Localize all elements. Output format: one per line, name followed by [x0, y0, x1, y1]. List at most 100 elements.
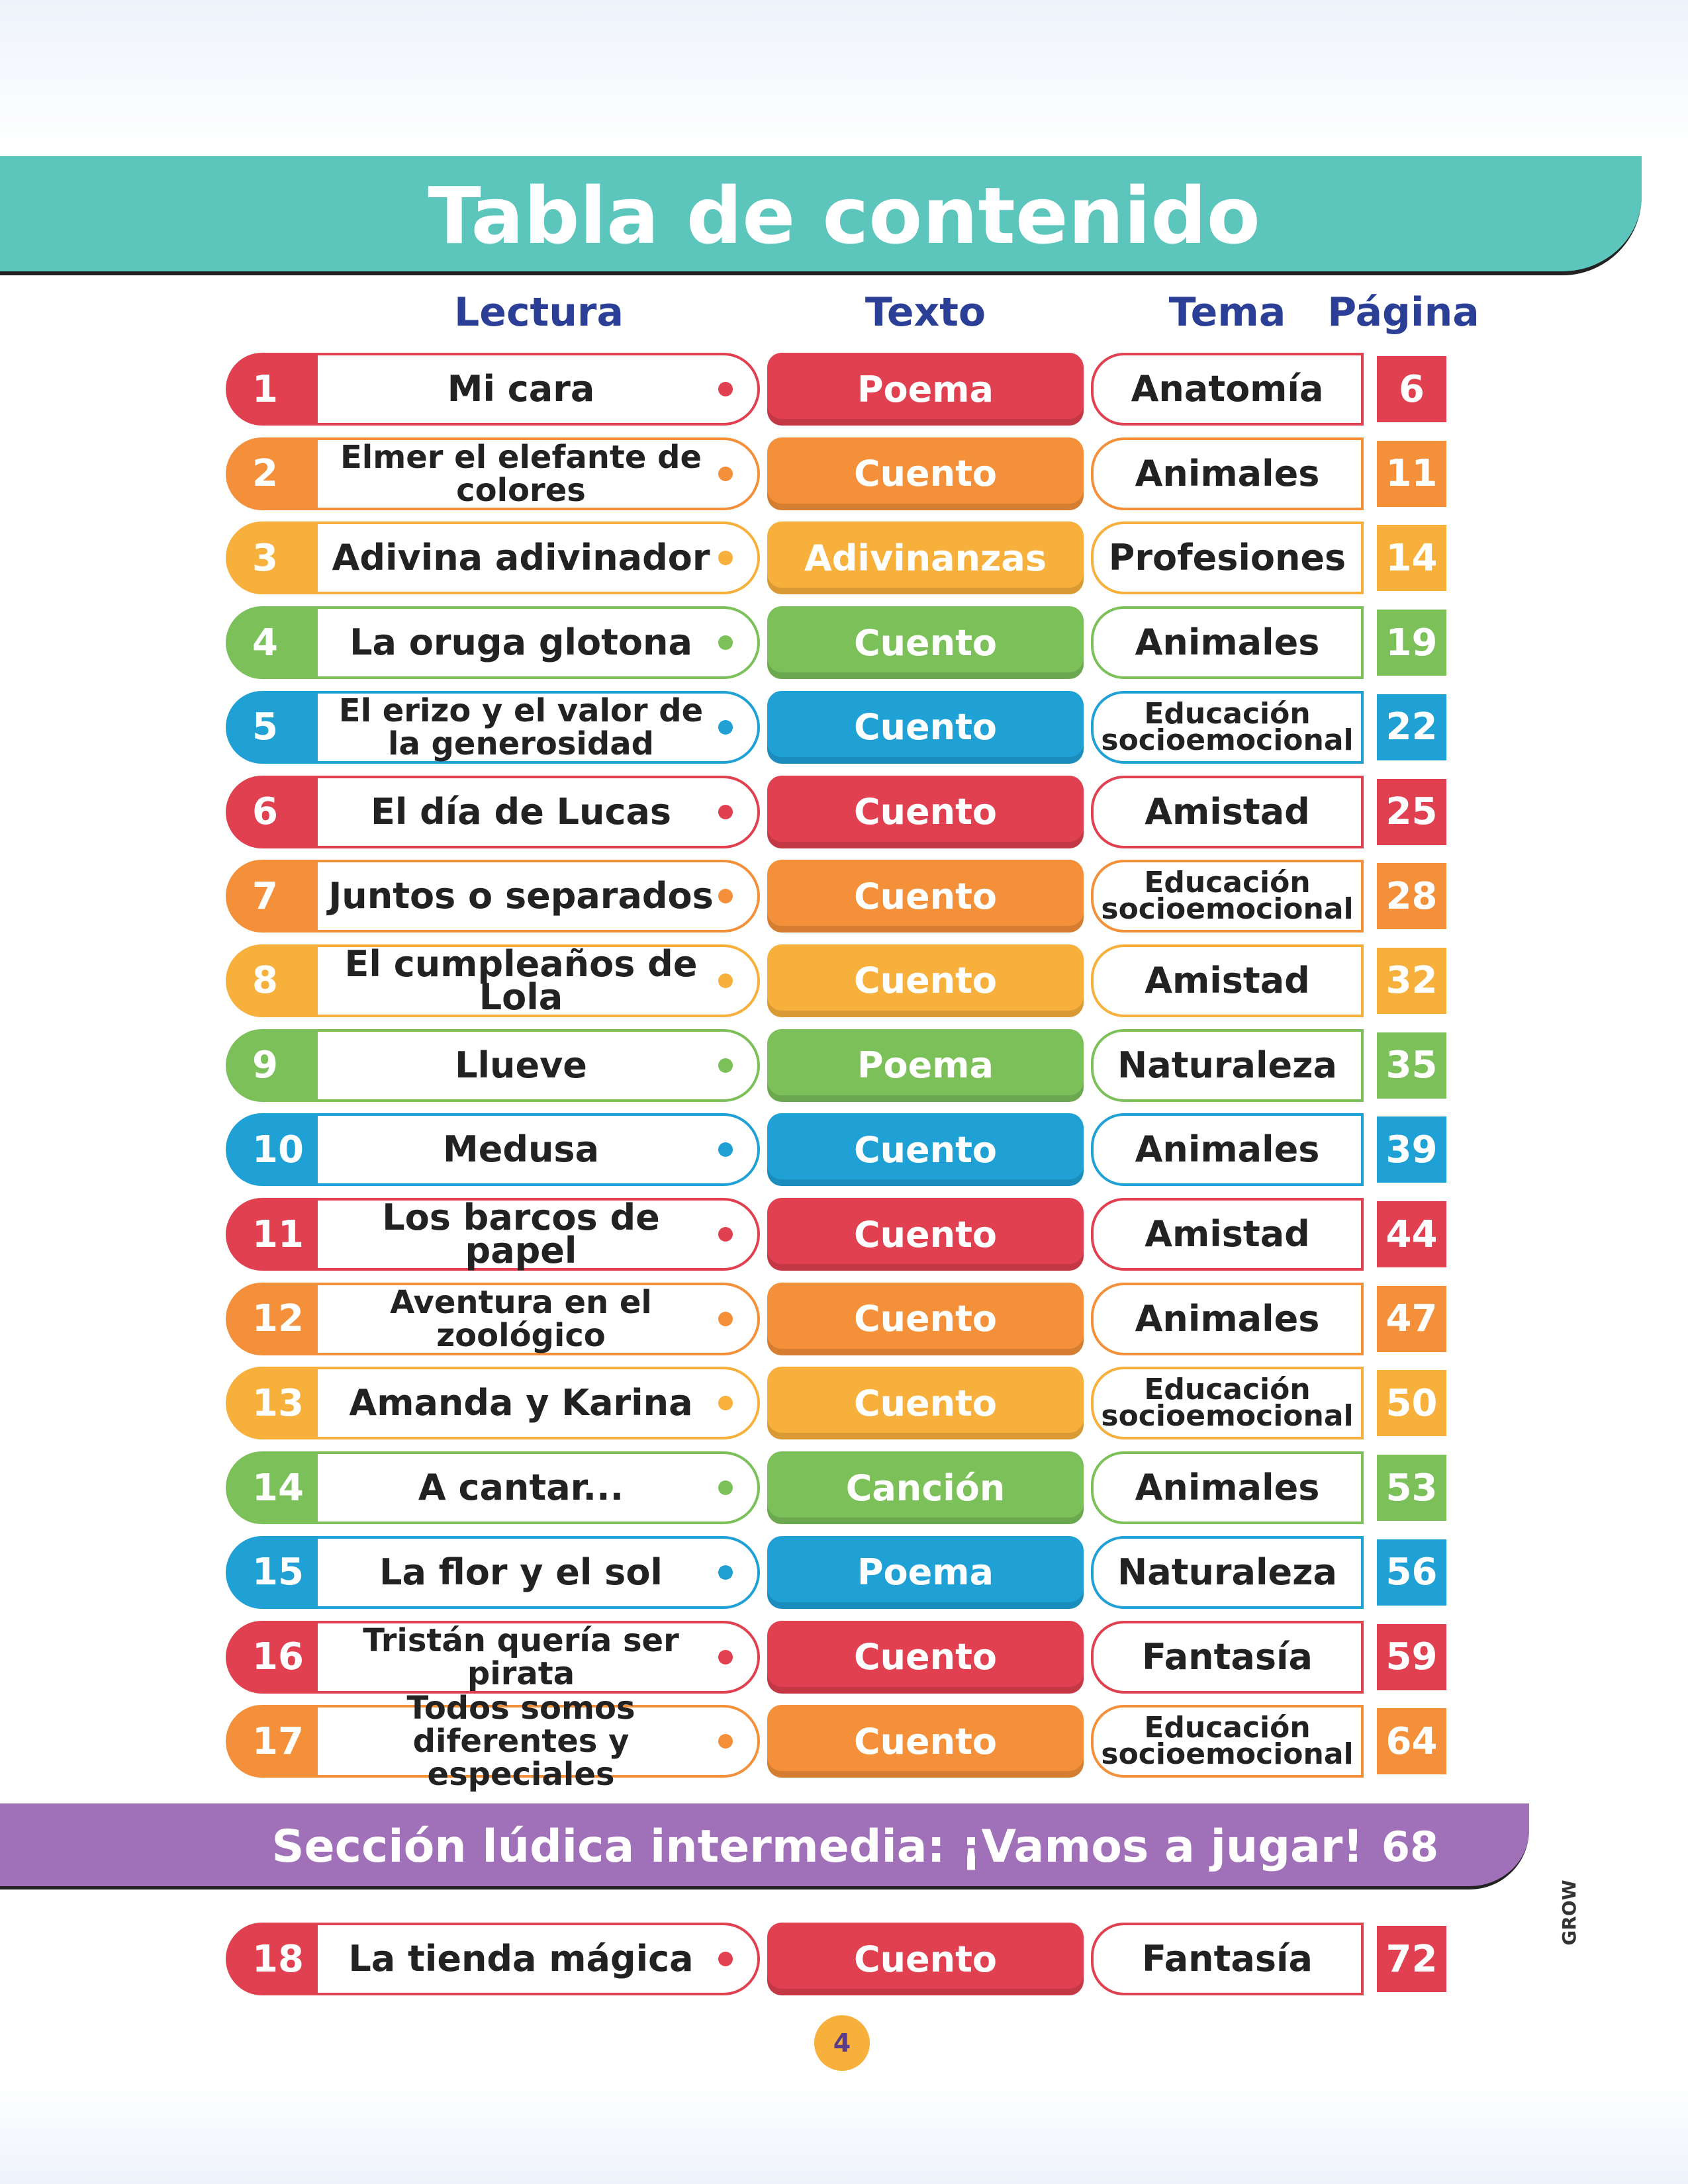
- row-number: 12: [226, 1282, 325, 1355]
- dot: [718, 1227, 733, 1242]
- reading: La flor y el sol: [318, 1535, 760, 1609]
- page: 11: [1377, 440, 1446, 507]
- row-number: 17: [226, 1705, 325, 1778]
- text-type: Canción: [767, 1451, 1084, 1525]
- bottom-decor: [0, 2078, 1688, 2184]
- page: 59: [1377, 1623, 1446, 1690]
- row-number: 13: [226, 1367, 325, 1440]
- topic: Animales: [1091, 606, 1364, 680]
- page: 56: [1377, 1539, 1446, 1606]
- text-type: Poema: [767, 1028, 1084, 1102]
- reading: A cantar...: [318, 1451, 760, 1525]
- text-type: Poema: [767, 1535, 1084, 1609]
- reading: Juntos o separados: [318, 860, 760, 933]
- row-number: 8: [226, 944, 325, 1017]
- dot: [718, 551, 733, 566]
- page: 28: [1377, 863, 1446, 930]
- text-type: Cuento: [767, 944, 1084, 1017]
- page: 22: [1377, 694, 1446, 760]
- dot: [718, 1480, 733, 1496]
- page: 44: [1377, 1201, 1446, 1267]
- column-header: Texto: [865, 289, 986, 336]
- topic: Fantasía: [1091, 1620, 1364, 1694]
- column-header: Lectura: [454, 289, 624, 336]
- reading: Todos somos diferentes y especiales: [318, 1692, 760, 1791]
- page: 47: [1377, 1285, 1446, 1352]
- title-banner: [0, 156, 1642, 275]
- column-header: Página: [1327, 289, 1479, 336]
- text-type: Poema: [767, 353, 1084, 426]
- row-number: 7: [226, 860, 325, 933]
- dot: [718, 1565, 733, 1580]
- dot: [718, 1734, 733, 1749]
- text-type: Cuento: [767, 1620, 1084, 1694]
- text-type: Cuento: [767, 775, 1084, 848]
- topic: Animales: [1091, 1113, 1364, 1187]
- dot: [718, 1058, 733, 1073]
- topic: Animales: [1091, 1451, 1364, 1525]
- page: 25: [1377, 778, 1446, 845]
- text-type: Cuento: [767, 1113, 1084, 1187]
- column-header: Tema: [1168, 289, 1286, 336]
- topic: Animales: [1091, 437, 1364, 510]
- dot: [718, 1649, 733, 1664]
- page: 6: [1377, 356, 1446, 422]
- page: 50: [1377, 1370, 1446, 1437]
- page: 53: [1377, 1455, 1446, 1522]
- topic: Profesiones: [1091, 522, 1364, 595]
- page: 64: [1377, 1708, 1446, 1775]
- row-number: 4: [226, 606, 325, 680]
- row-number: 9: [226, 1028, 325, 1102]
- dot: [718, 1952, 733, 1966]
- reading: Los barcos de papel: [318, 1198, 760, 1271]
- dot: [718, 635, 733, 651]
- dot: [718, 973, 733, 988]
- section-banner: [0, 1803, 1529, 1889]
- dot: [718, 1311, 733, 1326]
- page: 19: [1377, 610, 1446, 676]
- text-type: Cuento: [767, 1282, 1084, 1355]
- dot: [718, 719, 733, 735]
- dot: [718, 382, 733, 396]
- topic: Educación socioemocional: [1091, 1367, 1364, 1440]
- page: 39: [1377, 1116, 1446, 1183]
- top-decor: [0, 0, 1688, 152]
- reading: Aventura en el zoológico: [318, 1282, 760, 1355]
- page: 14: [1377, 525, 1446, 592]
- text-type: Adivinanzas: [767, 522, 1084, 595]
- row-number: 18: [226, 1923, 325, 1995]
- dot: [718, 466, 733, 481]
- topic: Amistad: [1091, 944, 1364, 1017]
- text-type: Cuento: [767, 1705, 1084, 1778]
- topic: Fantasía: [1091, 1923, 1364, 1995]
- topic: Educación socioemocional: [1091, 1705, 1364, 1778]
- reading: Amanda y Karina: [318, 1367, 760, 1440]
- text-type: Cuento: [767, 860, 1084, 933]
- topic: Amistad: [1091, 1198, 1364, 1271]
- dot: [718, 804, 733, 819]
- reading: Mi cara: [318, 353, 760, 426]
- text-type: Cuento: [767, 1367, 1084, 1440]
- reading: Medusa: [318, 1113, 760, 1187]
- text-type: Cuento: [767, 606, 1084, 680]
- row-number: 15: [226, 1535, 325, 1609]
- dot: [718, 1142, 733, 1158]
- reading: El erizo y el valor de la generosidad: [318, 690, 760, 764]
- title: Tabla de contenido: [428, 170, 1260, 261]
- row-number: 11: [226, 1198, 325, 1271]
- brand: GROW: [1558, 1880, 1580, 1946]
- dot: [718, 889, 733, 904]
- page: 32: [1377, 947, 1446, 1014]
- topic: Naturaleza: [1091, 1028, 1364, 1102]
- section-page: 68: [1381, 1822, 1439, 1871]
- row-number: 1: [226, 353, 325, 426]
- topic: Anatomía: [1091, 353, 1364, 426]
- dot: [718, 1396, 733, 1411]
- reading: Adivina adivinador: [318, 522, 760, 595]
- reading: Elmer el elefante de colores: [318, 437, 760, 510]
- text-type: Cuento: [767, 1198, 1084, 1271]
- page-number: 4: [814, 2015, 870, 2071]
- reading: La tienda mágica: [318, 1923, 760, 1995]
- topic: Educación socioemocional: [1091, 690, 1364, 764]
- reading: La oruga glotona: [318, 606, 760, 680]
